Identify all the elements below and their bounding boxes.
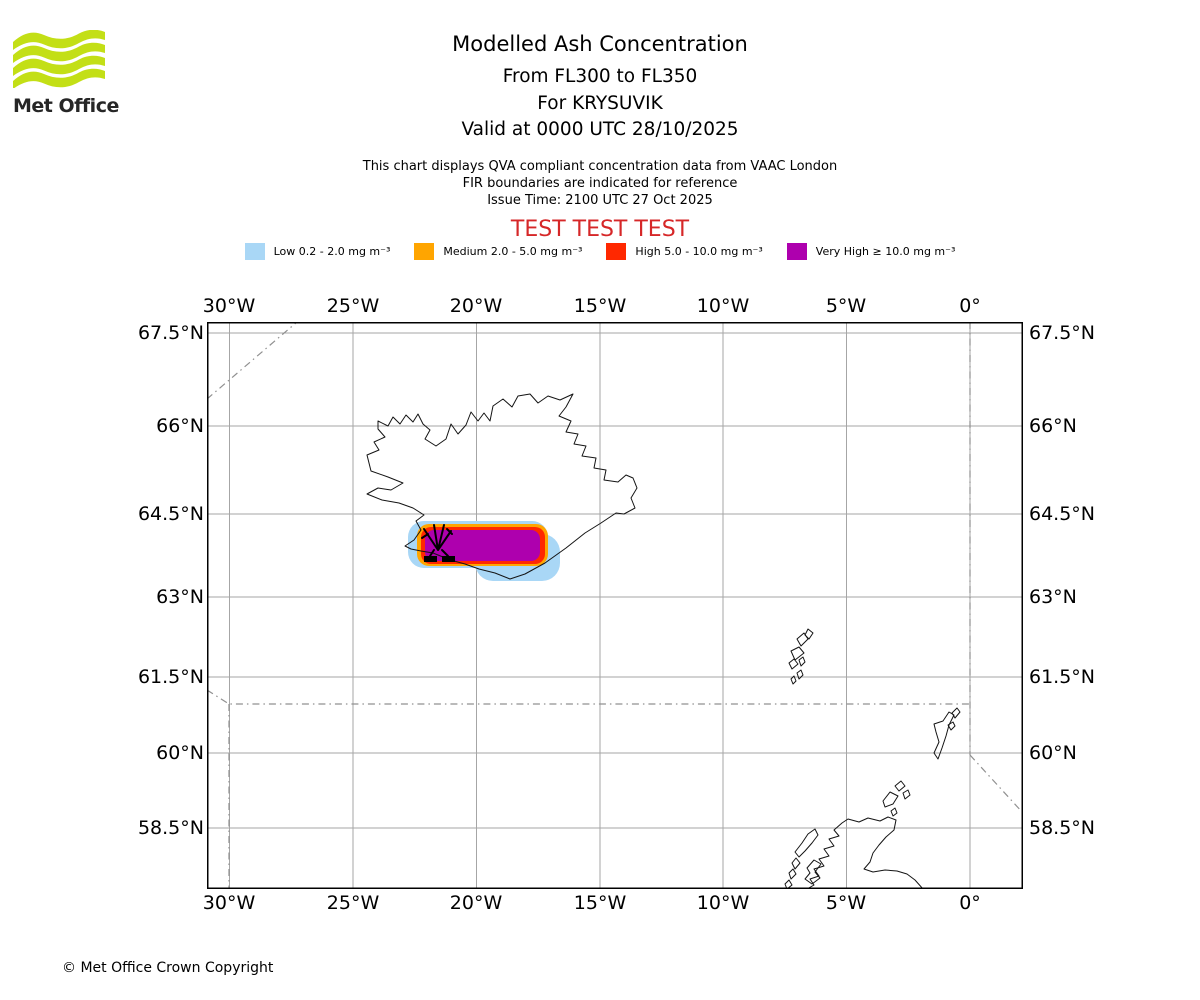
- y-tick-right: 67.5°N: [1029, 322, 1096, 344]
- coastlines: [366, 393, 961, 890]
- x-tick-top: 0°: [959, 295, 981, 317]
- very-high-swatch: [786, 243, 807, 260]
- map: [206, 321, 1024, 890]
- y-tick-left: 60°N: [156, 742, 204, 764]
- y-tick-left: 66°N: [156, 415, 204, 437]
- x-tick-bottom: 10°W: [696, 892, 750, 914]
- met-office-logo: Met Office: [13, 29, 133, 117]
- x-tick-bottom: 20°W: [449, 892, 503, 914]
- x-tick-bottom: 5°W: [825, 892, 867, 914]
- y-tick-right: 60°N: [1029, 742, 1077, 764]
- orkney-coastline: [882, 780, 911, 817]
- y-tick-left: 67.5°N: [137, 322, 204, 344]
- fir-boundaries: [206, 321, 1024, 889]
- fir-note: FIR boundaries are indicated for referen…: [462, 175, 738, 191]
- y-tick-right: 63°N: [1029, 586, 1077, 608]
- legend-label: Medium 2.0 - 5.0 mg m⁻³: [443, 245, 583, 258]
- x-tick-top: 30°W: [202, 295, 256, 317]
- y-tick-left: 63°N: [156, 586, 204, 608]
- legend-label: Low 0.2 - 2.0 mg m⁻³: [273, 245, 391, 258]
- y-tick-right: 58.5°N: [1029, 817, 1096, 839]
- x-tick-top: 25°W: [326, 295, 380, 317]
- hebrides-coastline: [784, 828, 822, 890]
- page-title: Modelled Ash Concentration: [452, 32, 748, 56]
- y-tick-left: 64.5°N: [137, 503, 204, 525]
- iceland-coastline: [366, 393, 638, 580]
- x-tick-bottom: 0°: [959, 892, 981, 914]
- x-tick-bottom: 15°W: [573, 892, 627, 914]
- x-tick-bottom: 30°W: [202, 892, 256, 914]
- volcano-subtitle: For KRYSUVIK: [537, 92, 663, 114]
- map-frame: [207, 322, 1023, 889]
- x-tick-top: 20°W: [449, 295, 503, 317]
- legend-item-high: High 5.0 - 10.0 mg m⁻³: [606, 243, 763, 260]
- y-tick-left: 61.5°N: [137, 666, 204, 688]
- x-tick-top: 10°W: [696, 295, 750, 317]
- y-tick-right: 66°N: [1029, 415, 1077, 437]
- high-swatch: [606, 243, 627, 260]
- chart-header: Modelled Ash Concentration From FL300 to…: [0, 30, 1200, 243]
- x-tick-bottom: 25°W: [326, 892, 380, 914]
- legend-item-medium: Medium 2.0 - 5.0 mg m⁻³: [414, 243, 582, 260]
- test-banner: TEST TEST TEST: [510, 216, 690, 242]
- map-canvas: [206, 321, 1024, 890]
- faroe-islands-coastline: [788, 628, 814, 685]
- x-tick-top: 15°W: [573, 295, 627, 317]
- legend-label: Very High ≥ 10.0 mg m⁻³: [815, 245, 956, 258]
- volcano-eruption-marker: [421, 524, 455, 562]
- legend-label: High 5.0 - 10.0 mg m⁻³: [635, 245, 763, 258]
- x-tick-top: 5°W: [825, 295, 867, 317]
- y-tick-right: 64.5°N: [1029, 503, 1096, 525]
- copyright-text: © Met Office Crown Copyright: [62, 960, 274, 976]
- low-swatch: [244, 243, 265, 260]
- legend-item-low: Low 0.2 - 2.0 mg m⁻³: [244, 243, 391, 260]
- shetland-coastline: [933, 707, 961, 760]
- flight-level-subtitle: From FL300 to FL350: [502, 66, 698, 87]
- medium-swatch: [414, 243, 435, 260]
- met-office-logo-text: Met Office: [13, 95, 119, 117]
- legend: Low 0.2 - 2.0 mg m⁻³ Medium 2.0 - 5.0 mg…: [0, 243, 1200, 260]
- scotland-coastline: [806, 816, 924, 890]
- y-tick-right: 61.5°N: [1029, 666, 1096, 688]
- y-tick-left: 58.5°N: [137, 817, 204, 839]
- ash-contour-very-high: [425, 530, 540, 561]
- qva-note: This chart displays QVA compliant concen…: [362, 158, 838, 174]
- valid-time-subtitle: Valid at 0000 UTC 28/10/2025: [461, 119, 739, 140]
- chart-notes: This chart displays QVA compliant concen…: [0, 158, 1200, 209]
- graticule-grid: [207, 322, 1023, 889]
- issue-time: Issue Time: 2100 UTC 27 Oct 2025: [487, 192, 713, 208]
- legend-item-very-high: Very High ≥ 10.0 mg m⁻³: [786, 243, 956, 260]
